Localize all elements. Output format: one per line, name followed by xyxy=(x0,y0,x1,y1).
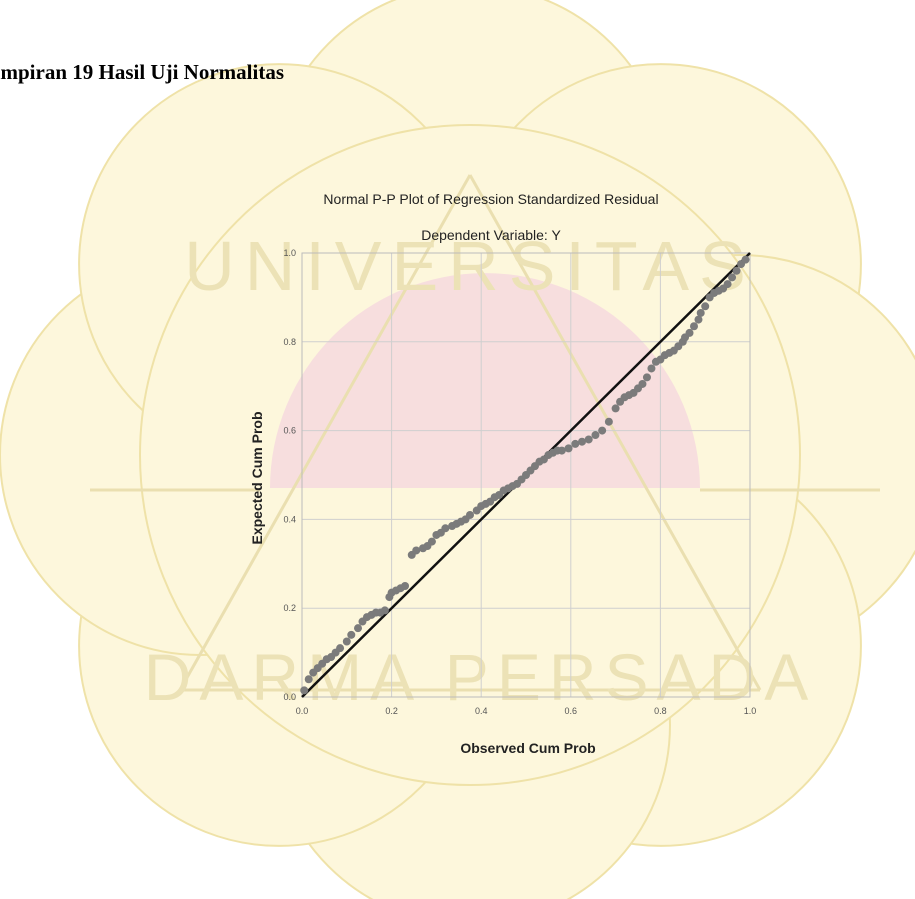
data-point xyxy=(427,537,436,546)
chart-subtitle: Dependent Variable: Y xyxy=(421,227,561,243)
data-point xyxy=(342,637,351,646)
y-tick-label: 1.0 xyxy=(283,248,296,258)
data-point xyxy=(694,315,703,324)
data-point xyxy=(578,437,586,446)
y-tick-label: 0.4 xyxy=(283,514,296,524)
data-point xyxy=(701,302,710,311)
data-point xyxy=(304,675,313,684)
data-point xyxy=(690,322,698,331)
x-tick-label: 0.8 xyxy=(654,706,667,716)
x-tick-label: 0.6 xyxy=(565,706,578,716)
data-point xyxy=(564,444,573,453)
data-point xyxy=(412,546,421,555)
data-point xyxy=(611,404,620,413)
data-point xyxy=(347,630,356,639)
chart-title: Normal P-P Plot of Regression Standardiz… xyxy=(323,191,658,207)
data-point xyxy=(732,266,741,275)
y-tick-label: 0.6 xyxy=(283,426,296,436)
data-point xyxy=(647,364,656,373)
x-axis-label: Observed Cum Prob xyxy=(460,740,595,756)
data-point xyxy=(723,280,732,289)
data-point xyxy=(728,273,737,282)
x-tick-label: 0.2 xyxy=(385,706,398,716)
data-point xyxy=(557,446,566,455)
data-point xyxy=(354,624,362,633)
x-tick-label: 0.4 xyxy=(475,706,488,716)
y-tick-label: 0.8 xyxy=(283,337,296,347)
seal-text-top: UNIVERSITAS xyxy=(184,227,756,305)
data-point xyxy=(642,373,651,382)
data-point xyxy=(466,510,474,519)
seal-line xyxy=(468,174,762,691)
x-axis-ticks: 0.0 0.2 0.4 0.6 0.8 1.0 xyxy=(296,706,757,716)
data-point xyxy=(571,439,580,448)
data-point xyxy=(685,328,694,337)
data-point xyxy=(336,644,345,653)
data-point xyxy=(696,308,705,317)
data-point xyxy=(741,255,750,264)
data-point xyxy=(300,686,309,695)
seal-text-bottom: DARMA PERSADA xyxy=(144,640,816,714)
data-point xyxy=(604,417,613,426)
y-axis-ticks: 0.0 0.2 0.4 0.6 0.8 1.0 xyxy=(283,248,296,702)
data-point xyxy=(441,524,450,533)
data-point xyxy=(598,426,607,435)
y-axis-label: Expected Cum Prob xyxy=(249,411,265,544)
data-point xyxy=(638,379,647,388)
page-heading: ampiran 19 Hasil Uji Normalitas xyxy=(0,60,284,84)
seal-lines xyxy=(90,174,880,692)
x-tick-label: 0.0 xyxy=(296,706,309,716)
plot-frame xyxy=(301,252,751,698)
data-point xyxy=(584,435,593,444)
data-point xyxy=(380,606,389,615)
data-point xyxy=(591,431,600,440)
x-tick-label: 1.0 xyxy=(744,706,757,716)
y-tick-label: 0.2 xyxy=(283,603,296,613)
seal-line xyxy=(178,174,472,691)
plot-grid xyxy=(302,253,750,697)
data-point xyxy=(401,582,410,590)
data-points xyxy=(300,255,750,695)
y-tick-label: 0.0 xyxy=(283,692,296,702)
